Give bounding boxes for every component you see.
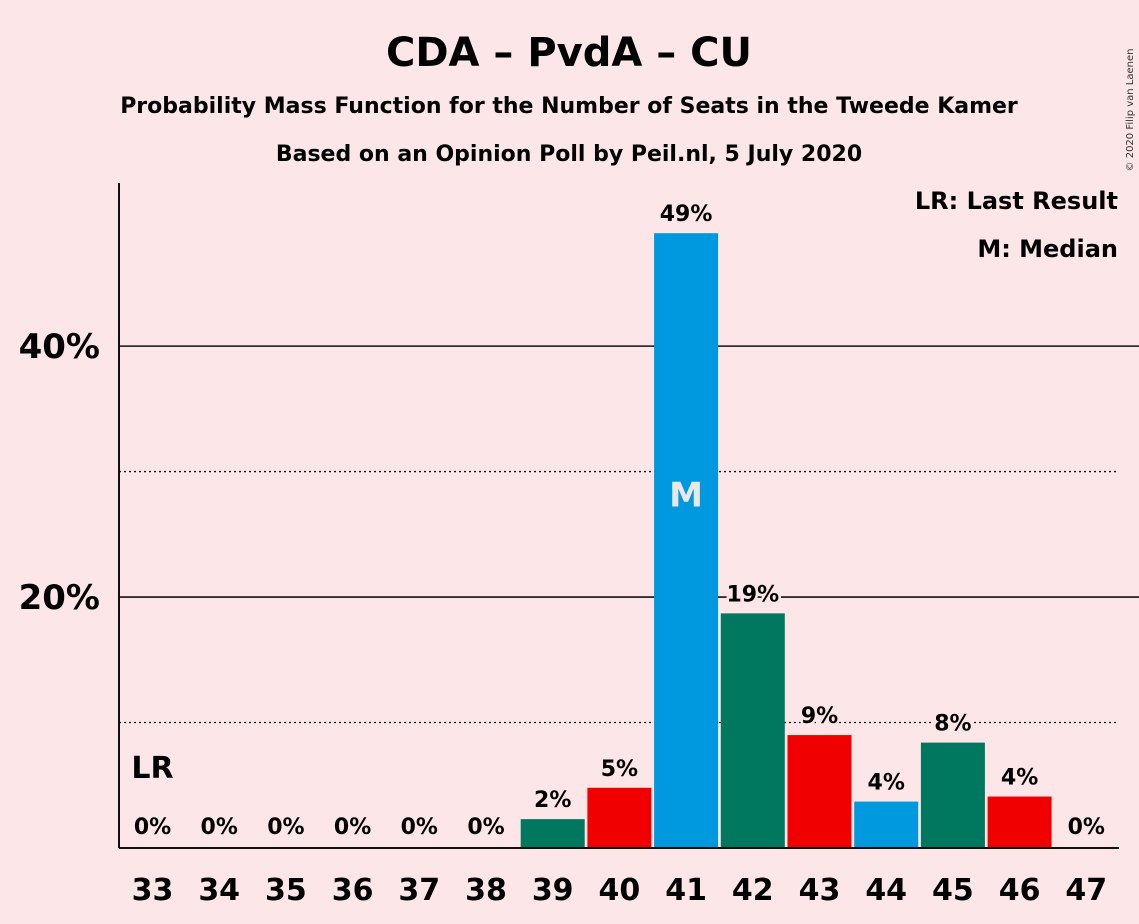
data-label-46: 4% (1001, 766, 1038, 791)
bar-39 (520, 819, 585, 848)
data-label-35: 0% (267, 815, 304, 840)
legend-median: M: Median (977, 235, 1118, 263)
x-tick-38: 38 (465, 873, 507, 908)
x-tick-46: 46 (999, 873, 1041, 908)
data-label-34: 0% (201, 815, 238, 840)
data-labels: 0% 0% 0% 0% 0% 0% 2% 5% 49% 19% 9% 4% 8% 4% 0% M LR (131, 200, 1107, 843)
y-tick-40%: 40% (19, 327, 100, 367)
data-label-36: 0% (334, 815, 371, 840)
x-tick-43: 43 (799, 873, 841, 908)
x-tick-35: 35 (265, 873, 307, 908)
data-label-41: 49% (660, 202, 713, 227)
x-tick-40: 40 (599, 873, 641, 908)
bar-42 (720, 613, 785, 848)
data-label-42: 19% (726, 582, 779, 607)
copyright-notice: © 2020 Filip van Laenen (1125, 49, 1136, 172)
bar-44 (854, 801, 919, 848)
data-label-38: 0% (467, 815, 504, 840)
data-label-40: 5% (601, 757, 638, 782)
data-label-45: 8% (934, 712, 971, 737)
x-tick-33: 33 (132, 873, 174, 908)
x-tick-44: 44 (865, 873, 907, 908)
y-tick-20%: 20% (19, 578, 100, 618)
x-tick-39: 39 (532, 873, 574, 908)
data-label-44: 4% (868, 771, 905, 796)
bar-40 (587, 787, 652, 848)
x-tick-34: 34 (198, 873, 240, 908)
data-label-39: 2% (534, 788, 571, 813)
y-tick-labels: 20% 40% (19, 327, 100, 618)
data-label-37: 0% (401, 815, 438, 840)
bar-41 (654, 233, 719, 849)
bar-43 (787, 735, 852, 848)
chart-subtitle-source: Based on an Opinion Poll by Peil.nl, 5 J… (276, 142, 862, 167)
median-marker: M (669, 476, 703, 516)
chart-subtitle: Probability Mass Function for the Number… (120, 94, 1018, 119)
chart-title: CDA – PvdA – CU (386, 30, 752, 76)
x-tick-37: 37 (398, 873, 440, 908)
data-label-33: 0% (134, 815, 171, 840)
x-tick-45: 45 (932, 873, 974, 908)
bar-45 (920, 742, 985, 848)
x-tick-labels: 33 34 35 36 37 38 39 40 41 42 43 44 45 46 47 (132, 873, 1108, 908)
x-tick-47: 47 (1065, 873, 1107, 908)
data-label-47: 0% (1068, 815, 1105, 840)
last-result-marker: LR (131, 751, 173, 786)
x-tick-42: 42 (732, 873, 774, 908)
bar-46 (987, 796, 1052, 848)
data-label-43: 9% (801, 704, 838, 729)
legend-last-result: LR: Last Result (915, 187, 1118, 215)
x-tick-36: 36 (332, 873, 374, 908)
x-tick-41: 41 (665, 873, 707, 908)
bars (520, 233, 1052, 849)
gridlines (119, 345, 1139, 724)
